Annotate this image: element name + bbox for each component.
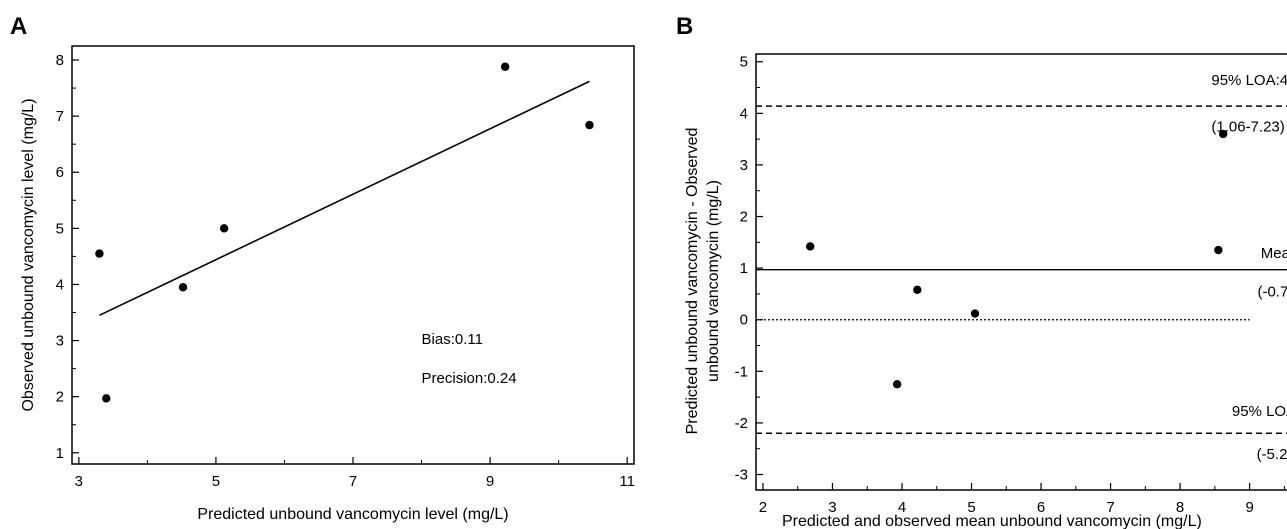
- y-tick-label: 4: [740, 105, 748, 122]
- panel-b-annotations: 95% LOA:4.14 (1.06-7.23) Mean:0.97 (-0.72- …: [1211, 72, 1287, 463]
- x-tick-label: 4: [898, 499, 906, 516]
- panel-b-x-axis-title: Predicted and observed mean unbound vanc…: [782, 513, 1202, 529]
- data-point: [102, 394, 111, 403]
- data-point: [913, 285, 922, 295]
- x-tick-label: 8: [1176, 499, 1184, 516]
- y-tick-label: 3: [56, 333, 64, 350]
- data-point: [178, 283, 188, 292]
- panel-a-x-axis-title: Predicted unbound vancomycin level (mg/L…: [197, 506, 508, 523]
- y-tick-label: -1: [735, 363, 748, 380]
- annotation-label: Bias:0.11: [422, 331, 483, 348]
- y-tick-label: 7: [56, 108, 64, 125]
- y-tick-label: 0: [740, 312, 748, 329]
- panel-b-plot-frame: [755, 53, 1287, 491]
- panel-b-letter: B: [676, 13, 693, 40]
- x-tick-label: 3: [75, 473, 83, 490]
- data-point: [500, 62, 510, 71]
- y-tick-label: 4: [56, 276, 64, 293]
- data-point: [806, 242, 815, 251]
- y-tick-label: -2: [735, 415, 748, 432]
- x-tick-label: 9: [1245, 499, 1253, 516]
- panel-b-y-axis-title-line2: unbound vancomycin (mg/L): [705, 180, 722, 382]
- annotation-label: (-5.28- 0.89): [1257, 446, 1287, 463]
- x-tick-label: 9: [486, 473, 494, 490]
- data-point: [585, 120, 594, 130]
- y-tick-label: 5: [740, 54, 748, 71]
- data-point: [1219, 129, 1228, 139]
- x-tick-label: 7: [1106, 499, 1114, 516]
- annotation-label: Mean:0.97: [1261, 245, 1287, 262]
- y-tick-label: 1: [740, 260, 748, 277]
- panel-a-points: [95, 62, 594, 403]
- data-point: [892, 380, 902, 389]
- y-tick-label: 6: [56, 164, 64, 181]
- y-tick-label: -3: [735, 467, 748, 484]
- x-tick-label: 2: [759, 499, 767, 516]
- y-tick-label: 2: [740, 209, 748, 226]
- panel-a-lines: [99, 80, 590, 317]
- x-tick-label: 11: [619, 473, 635, 490]
- annotation-label: (-0.72- 2.67): [1257, 284, 1287, 301]
- panel-a-y-axis-title: Observed unbound vancomycin level (mg/L): [20, 98, 37, 411]
- y-tick-label: 5: [56, 220, 64, 237]
- panel-b-lines: [756, 105, 1287, 434]
- data-point: [95, 249, 104, 258]
- data-point: [970, 309, 980, 318]
- y-tick-label: 1: [56, 445, 64, 462]
- panel-b-y-axis-title-line1: Predicted unbound vancomycin - Observed: [684, 128, 701, 435]
- panel-a-letter: A: [10, 13, 27, 40]
- data-point: [1214, 245, 1223, 255]
- x-tick-label: 3: [828, 499, 836, 516]
- annotation-label: 95% LOA:-2.2: [1232, 403, 1287, 420]
- regression-line: [99, 80, 590, 317]
- panel-b-points: [806, 129, 1228, 389]
- annotation-label: (1.06-7.23): [1211, 118, 1284, 135]
- y-tick-label: 2: [56, 389, 64, 406]
- x-tick-label: 5: [212, 473, 220, 490]
- x-tick-label: 5: [967, 499, 975, 516]
- x-tick-label: 7: [349, 473, 357, 490]
- annotation-label: 95% LOA:4.14: [1211, 72, 1287, 89]
- data-point: [219, 224, 229, 233]
- panel-a-plot-frame: [71, 45, 635, 465]
- panel-a-annotations: Bias:0.11 Precision:0.24: [422, 331, 517, 387]
- annotation-label: Precision:0.24: [422, 370, 517, 387]
- y-tick-label: 8: [56, 52, 64, 69]
- x-tick-label: 6: [1037, 499, 1045, 516]
- y-tick-label: 3: [740, 157, 748, 174]
